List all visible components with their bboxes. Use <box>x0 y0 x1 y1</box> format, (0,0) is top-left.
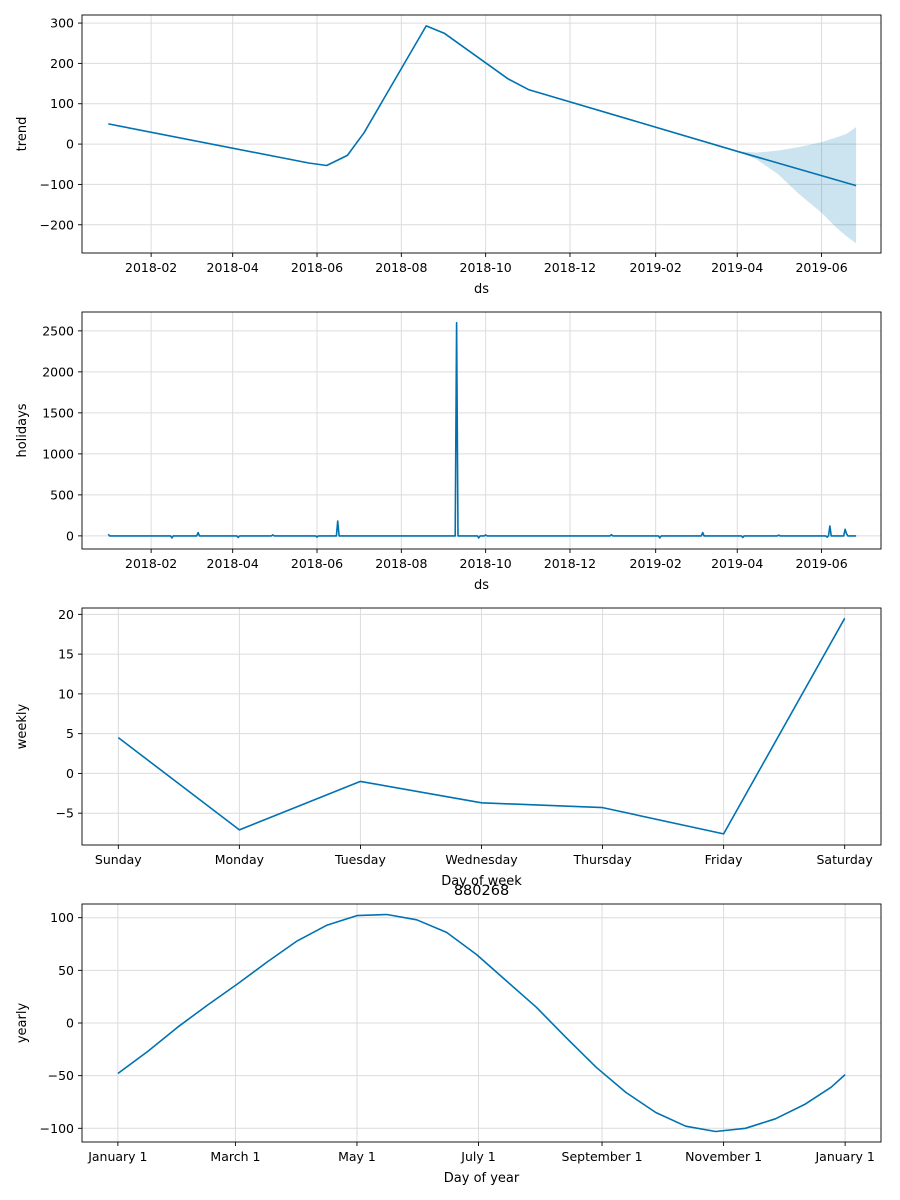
trend-x-tick-label: 2018-12 <box>544 260 596 275</box>
yearly-x-tick-label: May 1 <box>338 1149 376 1164</box>
holidays-x-axis-label: ds <box>474 578 489 593</box>
holidays-x-tick-label: 2018-02 <box>125 556 177 571</box>
yearly-y-axis-label: yearly <box>15 1003 30 1044</box>
trend-panel: 2018-02 2018-04 2018-06 2018-08 2018-10 2018-… <box>15 14 882 297</box>
holidays-x-tick-label: 2018-12 <box>544 556 596 571</box>
holidays-y-tick-label: 0 <box>66 528 74 543</box>
weekly-y-tick-label: 20 <box>58 607 74 622</box>
weekly-y-tick-label: 15 <box>58 647 74 662</box>
weekly-x-tick-label: Thursday <box>572 852 632 867</box>
trend-x-tick-label: 2019-02 <box>630 260 682 275</box>
yearly-x-tick-label: September 1 <box>562 1149 643 1164</box>
yearly-x-axis-label: Day of year <box>444 1171 520 1186</box>
weekly-y-axis-label: weekly <box>15 703 30 749</box>
yearly-x-tick-label: January 1 <box>87 1149 147 1164</box>
holidays-x-tick-label: 2019-06 <box>795 556 847 571</box>
holidays-series-line <box>107 321 857 539</box>
holidays-grid <box>82 312 881 549</box>
yearly-grid <box>82 904 881 1142</box>
trend-y-tick-label: −100 <box>40 177 74 192</box>
weekly-x-tick-label: Sunday <box>95 852 142 867</box>
holidays-y-tick-label: 2500 <box>42 323 74 338</box>
holidays-x-tick-label: 2019-04 <box>711 556 763 571</box>
trend-series-line <box>108 25 857 187</box>
weekly-y-tick-label: −5 <box>56 806 74 821</box>
trend-y-tick-label: 300 <box>50 16 74 31</box>
holidays-x-tick-label: 2018-08 <box>375 556 427 571</box>
yearly-panel: January 1 March 1 May 1 July 1 September 1 No… <box>15 883 882 1186</box>
trend-x-axis-label: ds <box>474 282 489 297</box>
weekly-grid <box>82 608 881 845</box>
trend-x-tick-label: 2018-02 <box>125 260 177 275</box>
yearly-series-line <box>117 913 846 1133</box>
trend-y-tick-label: 100 <box>50 96 74 111</box>
holidays-y-tick-label: 1000 <box>42 446 74 461</box>
trend-x-tick-label: 2018-04 <box>207 260 259 275</box>
trend-y-tick-label: 0 <box>66 137 74 152</box>
yearly-x-tick-label: July 1 <box>460 1149 495 1164</box>
holidays-y-axis-label: holidays <box>15 403 30 457</box>
weekly-y-tick-label: 10 <box>58 686 74 701</box>
holidays-x-tick-label: 2018-10 <box>460 556 512 571</box>
holidays-x-tick-label: 2019-02 <box>630 556 682 571</box>
trend-y-tick-label: 200 <box>50 56 74 71</box>
trend-x-tick-label: 2019-04 <box>711 260 763 275</box>
yearly-y-tick-label: −50 <box>48 1068 74 1083</box>
trend-uncertainty-band <box>737 127 857 244</box>
weekly-x-tick-label: Friday <box>705 852 743 867</box>
yearly-y-tick-label: 50 <box>58 963 74 978</box>
weekly-x-tick-label: Saturday <box>817 852 874 867</box>
trend-x-tick-label: 2018-10 <box>460 260 512 275</box>
yearly-x-tick-label: March 1 <box>210 1149 260 1164</box>
weekly-series-line <box>117 617 846 835</box>
weekly-y-tick-label: 0 <box>66 766 74 781</box>
weekly-x-tick-label: Tuesday <box>334 852 386 867</box>
yearly-y-tick-label: −100 <box>40 1121 74 1136</box>
holidays-y-tick-label: 1500 <box>42 405 74 420</box>
yearly-y-tick-label: 100 <box>50 910 74 925</box>
trend-x-tick-label: 2018-08 <box>375 260 427 275</box>
holidays-y-tick-label: 2000 <box>42 364 74 379</box>
holidays-panel: 2018-02 2018-04 2018-06 2018-08 2018-10 2018-… <box>15 311 882 593</box>
holidays-y-tick-label: 500 <box>50 487 74 502</box>
trend-axes-frame <box>81 14 882 254</box>
yearly-chart-title: 880268 <box>454 883 509 899</box>
yearly-y-tick-label: 0 <box>66 1016 74 1031</box>
yearly-x-tick-label: November 1 <box>685 1149 762 1164</box>
trend-x-tick-label: 2019-06 <box>795 260 847 275</box>
weekly-x-tick-label: Wednesday <box>445 852 518 867</box>
trend-x-tick-label: 2018-06 <box>291 260 343 275</box>
weekly-x-axis-label: Day of week <box>441 874 522 889</box>
yearly-x-tick-label: January 1 <box>814 1149 874 1164</box>
trend-grid <box>82 15 881 253</box>
holidays-x-tick-label: 2018-04 <box>207 556 259 571</box>
weekly-x-tick-label: Monday <box>215 852 265 867</box>
trend-y-tick-label: −200 <box>40 217 74 232</box>
trend-y-axis-label: trend <box>15 117 30 152</box>
weekly-panel: Sunday Monday Tuesday Wednesday Thursday Frid… <box>15 607 882 889</box>
holidays-axes-frame <box>81 311 882 550</box>
weekly-y-tick-label: 5 <box>66 726 74 741</box>
holidays-x-tick-label: 2018-06 <box>291 556 343 571</box>
